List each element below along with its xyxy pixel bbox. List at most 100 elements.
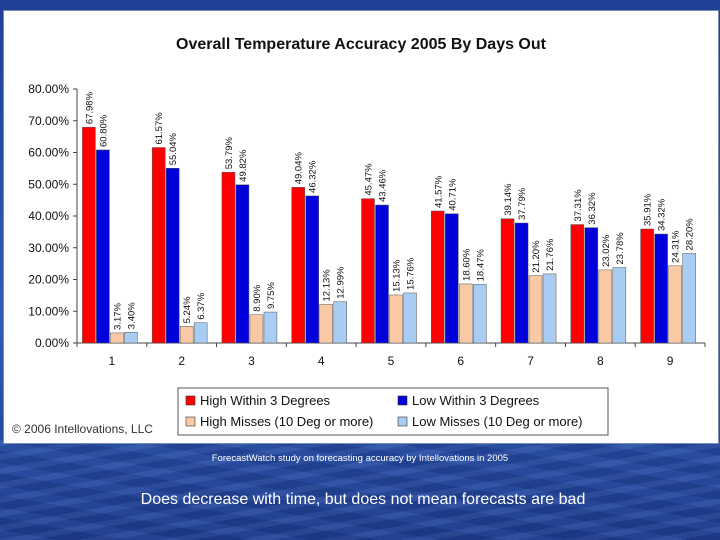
legend-swatch [185,395,196,406]
bar-2-7 [514,222,529,344]
bar-1-4 [291,187,305,344]
bar-4-6 [473,284,487,344]
y-tick-label: 20.00% [28,273,69,287]
bar-4-1 [124,331,138,344]
data-label: 53.79% [224,136,235,169]
data-label: 49.82% [238,149,249,182]
copyright-notice: © 2006 Intellovations, LLC [12,422,153,436]
bar-3-7 [528,275,543,344]
x-tick-label: 7 [527,354,534,368]
y-tick-label: 50.00% [28,177,69,191]
legend-entry: Low Misses (10 Deg or more) [412,414,583,429]
bar-1-5 [361,198,375,344]
x-tick-label: 4 [318,354,325,368]
data-label: 36.32% [587,192,598,225]
bar-1-1 [82,126,96,344]
y-tick-label: 10.00% [28,304,69,318]
bar-2-8 [584,227,599,344]
x-tick-label: 1 [109,354,116,368]
bar-1-6 [431,210,445,344]
data-label: 43.46% [378,169,389,202]
bar-4-4 [333,301,347,344]
data-label: 60.80% [98,114,109,147]
data-label: 12.13% [322,269,333,302]
y-tick-label: 70.00% [28,114,69,128]
bar-1-7 [500,218,515,344]
study-caption: ForecastWatch study on forecasting accur… [211,453,509,464]
bar-3-6 [459,283,473,344]
data-label: 9.75% [266,282,277,309]
bar-3-4 [319,304,333,344]
chart-title: Overall Temperature Accuracy 2005 By Day… [176,36,547,53]
data-label: 35.91% [643,193,654,226]
bar-3-9 [668,265,682,344]
bar-3-3 [249,314,264,344]
x-tick-label: 2 [178,354,185,368]
legend-swatch [397,416,408,427]
data-label: 18.60% [461,248,472,281]
data-label: 37.79% [517,187,528,220]
data-label: 23.02% [601,234,612,267]
data-label: 5.24% [182,296,193,323]
bar-3-8 [598,269,613,344]
legend-entry: High Misses (10 Deg or more) [200,414,373,429]
data-label: 40.71% [447,178,458,211]
data-label: 3.17% [112,302,123,329]
x-tick-label: 6 [457,354,464,368]
legend-box [177,387,609,436]
data-label: 39.14% [503,183,514,216]
data-label: 55.04% [168,132,179,165]
bar-2-1 [96,149,110,344]
background-waves [0,440,720,540]
temperature-accuracy-chart: Overall Temperature Accuracy 2005 By Day… [28,36,706,436]
data-label: 28.20% [685,218,696,251]
legend-entry: High Within 3 Degrees [200,393,331,408]
y-tick-label: 40.00% [28,209,69,223]
bar-3-5 [389,294,403,344]
bar-1-3 [221,171,236,344]
data-label: 18.47% [475,249,486,282]
bar-2-6 [445,213,459,344]
data-label: 41.57% [433,175,444,208]
legend-swatch [397,395,408,406]
slide-tagline: Does decrease with time, but does not me… [140,491,586,508]
data-label: 15.13% [392,259,403,292]
bar-2-5 [375,204,389,344]
bar-2-9 [654,233,668,344]
bar-4-2 [193,322,208,344]
x-tick-label: 3 [248,354,255,368]
x-tick-label: 8 [597,354,604,368]
data-label: 34.32% [657,198,668,231]
y-tick-label: 30.00% [28,241,69,255]
y-tick-label: 80.00% [28,82,69,96]
bar-4-3 [263,311,278,344]
chart-panel: Overall Temperature Accuracy 2005 By Day… [3,10,719,444]
y-tick-label: 60.00% [28,146,69,160]
bar-4-5 [403,292,417,344]
bar-1-2 [151,147,166,344]
data-label: 8.90% [252,284,263,311]
data-label: 61.57% [154,112,165,145]
bar-1-8 [570,224,585,344]
data-label: 23.78% [615,232,626,265]
data-label: 24.31% [671,230,682,263]
legend-swatch [185,416,196,427]
bar-3-1 [110,332,124,344]
data-label: 21.20% [531,240,542,273]
data-label: 12.99% [336,266,347,299]
x-tick-label: 5 [388,354,395,368]
bar-4-8 [612,267,627,344]
bar-4-7 [542,273,557,344]
bar-2-3 [235,184,250,344]
data-label: 37.31% [573,189,584,222]
data-label: 46.32% [308,160,319,193]
bar-3-2 [179,326,194,344]
y-tick-label: 0.00% [35,336,69,350]
x-tick-label: 9 [667,354,674,368]
bar-2-4 [305,195,319,344]
data-label: 15.76% [406,257,417,290]
data-label: 45.47% [364,163,375,196]
data-label: 3.40% [126,302,137,329]
bar-4-9 [682,253,696,344]
data-label: 6.37% [196,292,207,319]
